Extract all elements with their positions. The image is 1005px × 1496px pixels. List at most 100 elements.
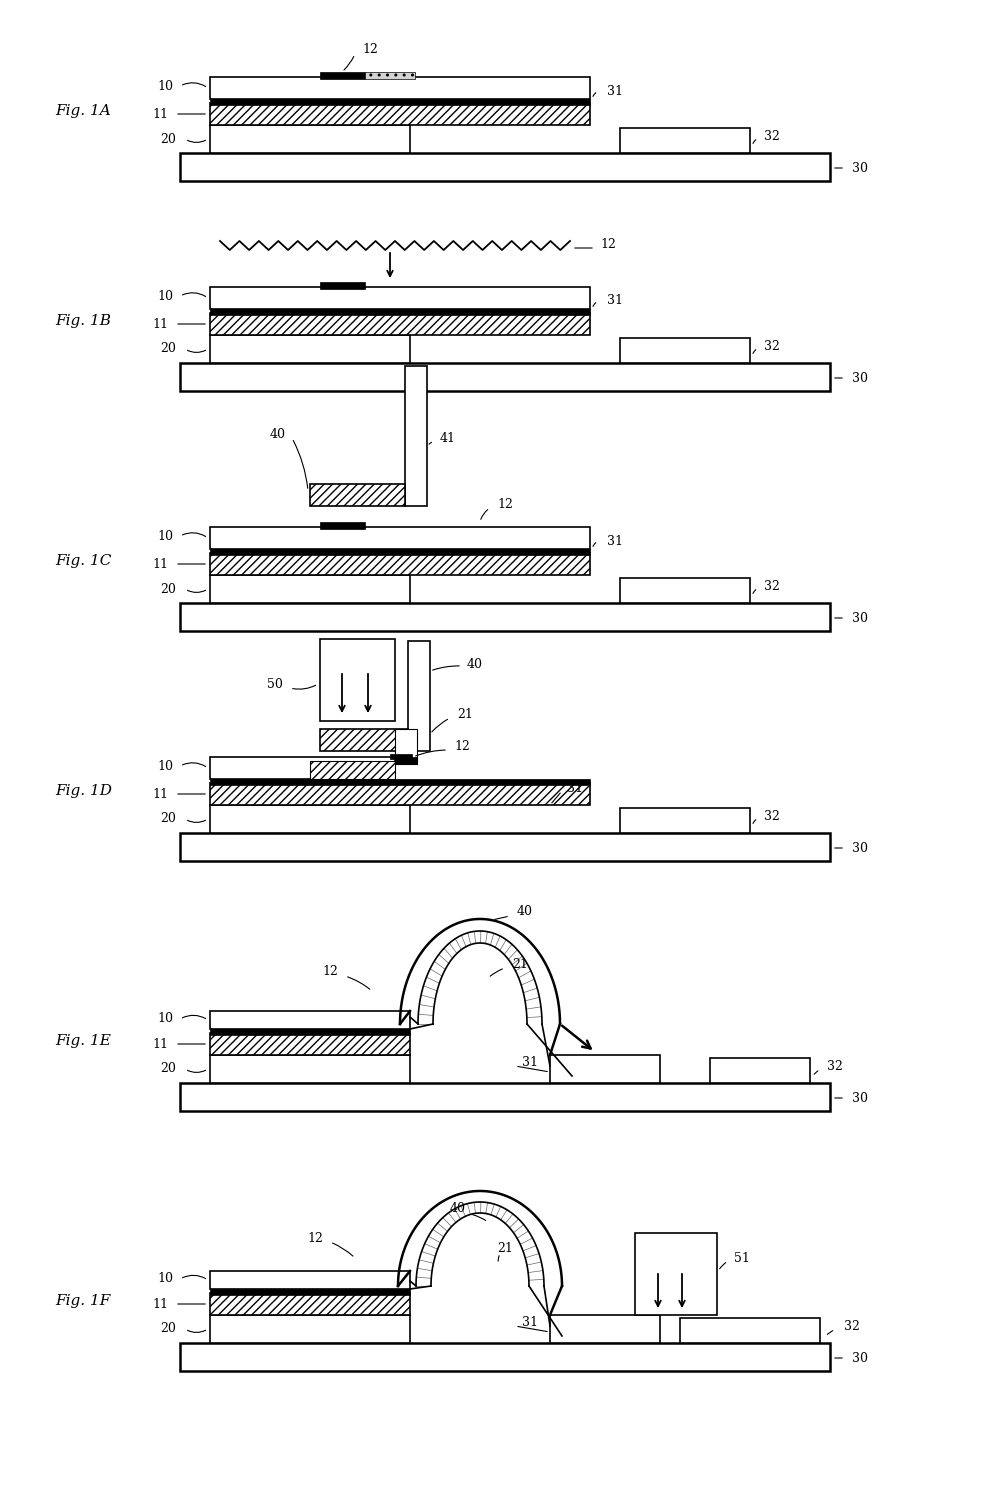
Bar xyxy=(310,761,395,779)
Text: 10: 10 xyxy=(157,79,173,93)
Bar xyxy=(635,1233,717,1315)
Bar xyxy=(210,1272,410,1290)
Text: 20: 20 xyxy=(160,1062,176,1076)
Bar xyxy=(180,603,830,631)
Text: 11: 11 xyxy=(152,108,168,121)
Text: 31: 31 xyxy=(567,781,583,794)
Bar xyxy=(620,129,750,153)
Bar xyxy=(320,283,365,289)
Text: 12: 12 xyxy=(454,739,470,752)
Bar xyxy=(320,522,365,530)
Bar xyxy=(550,1315,660,1343)
Text: 12: 12 xyxy=(497,498,513,510)
Bar xyxy=(620,338,750,364)
Text: 20: 20 xyxy=(160,582,176,595)
Text: 31: 31 xyxy=(607,295,623,308)
Text: 20: 20 xyxy=(160,133,176,145)
Bar xyxy=(210,1011,410,1029)
Bar xyxy=(408,640,430,751)
Text: 41: 41 xyxy=(440,431,456,444)
Text: 10: 10 xyxy=(157,760,173,772)
Text: 40: 40 xyxy=(450,1201,466,1215)
Text: 11: 11 xyxy=(152,558,168,570)
Text: 30: 30 xyxy=(852,1351,868,1364)
Text: 32: 32 xyxy=(764,579,780,592)
Text: Fig. 1B: Fig. 1B xyxy=(55,314,111,328)
Text: 11: 11 xyxy=(152,1297,168,1310)
Text: 12: 12 xyxy=(362,42,378,55)
Text: 20: 20 xyxy=(160,812,176,826)
Bar xyxy=(550,1055,660,1083)
Text: 31: 31 xyxy=(607,84,623,97)
Text: 30: 30 xyxy=(852,612,868,624)
Bar xyxy=(210,335,410,364)
Bar xyxy=(210,103,590,126)
Bar xyxy=(210,1034,410,1055)
Text: 32: 32 xyxy=(764,809,780,823)
Text: Fig. 1D: Fig. 1D xyxy=(55,784,112,797)
Bar xyxy=(210,1290,410,1296)
Text: 51: 51 xyxy=(734,1252,750,1264)
Bar xyxy=(365,72,415,79)
Text: 30: 30 xyxy=(852,841,868,854)
Bar xyxy=(210,287,590,310)
Bar xyxy=(710,1058,810,1083)
Bar xyxy=(210,126,410,153)
Bar xyxy=(210,554,590,574)
Text: 32: 32 xyxy=(764,130,780,142)
Bar xyxy=(210,1293,410,1315)
Bar xyxy=(395,757,417,764)
Bar xyxy=(210,76,590,99)
Bar xyxy=(210,782,590,805)
Bar xyxy=(210,757,395,779)
Text: 30: 30 xyxy=(852,371,868,384)
Bar xyxy=(210,1055,410,1083)
Text: 11: 11 xyxy=(152,317,168,331)
Bar xyxy=(210,574,410,603)
Text: 12: 12 xyxy=(308,1231,323,1245)
Bar xyxy=(180,1343,830,1370)
Bar xyxy=(180,833,830,862)
Text: 20: 20 xyxy=(160,1322,176,1336)
Text: 31: 31 xyxy=(607,534,623,548)
Text: 12: 12 xyxy=(600,238,616,250)
Text: 30: 30 xyxy=(852,1092,868,1104)
Bar xyxy=(210,313,590,335)
Bar xyxy=(180,1083,830,1112)
Text: 50: 50 xyxy=(267,678,283,691)
Bar xyxy=(210,310,590,316)
Text: 31: 31 xyxy=(522,1056,538,1068)
Text: 30: 30 xyxy=(852,162,868,175)
Text: 10: 10 xyxy=(157,1273,173,1285)
Bar xyxy=(210,1029,410,1035)
Text: 20: 20 xyxy=(160,343,176,356)
Bar xyxy=(180,364,830,390)
Text: 10: 10 xyxy=(157,530,173,543)
Bar xyxy=(390,754,412,758)
Bar xyxy=(210,779,590,785)
Text: 21: 21 xyxy=(457,708,473,721)
Text: 40: 40 xyxy=(270,428,286,440)
Text: 21: 21 xyxy=(497,1242,513,1255)
Text: 11: 11 xyxy=(152,1038,168,1050)
Text: 21: 21 xyxy=(513,957,528,971)
Text: 32: 32 xyxy=(827,1059,843,1073)
Bar xyxy=(210,1315,410,1343)
Bar xyxy=(620,577,750,603)
Text: 40: 40 xyxy=(517,905,533,917)
Bar xyxy=(210,549,590,555)
Bar xyxy=(210,527,590,549)
Text: 31: 31 xyxy=(522,1315,538,1328)
Bar xyxy=(320,72,365,79)
Bar xyxy=(180,153,830,181)
Text: 10: 10 xyxy=(157,290,173,302)
Bar xyxy=(210,99,590,105)
Text: Fig. 1F: Fig. 1F xyxy=(55,1294,111,1308)
Bar xyxy=(405,367,427,506)
Bar xyxy=(620,808,750,833)
Text: Fig. 1C: Fig. 1C xyxy=(55,554,112,568)
Text: 11: 11 xyxy=(152,787,168,800)
Text: 32: 32 xyxy=(764,340,780,353)
Text: 32: 32 xyxy=(844,1319,860,1333)
Bar xyxy=(310,485,405,506)
